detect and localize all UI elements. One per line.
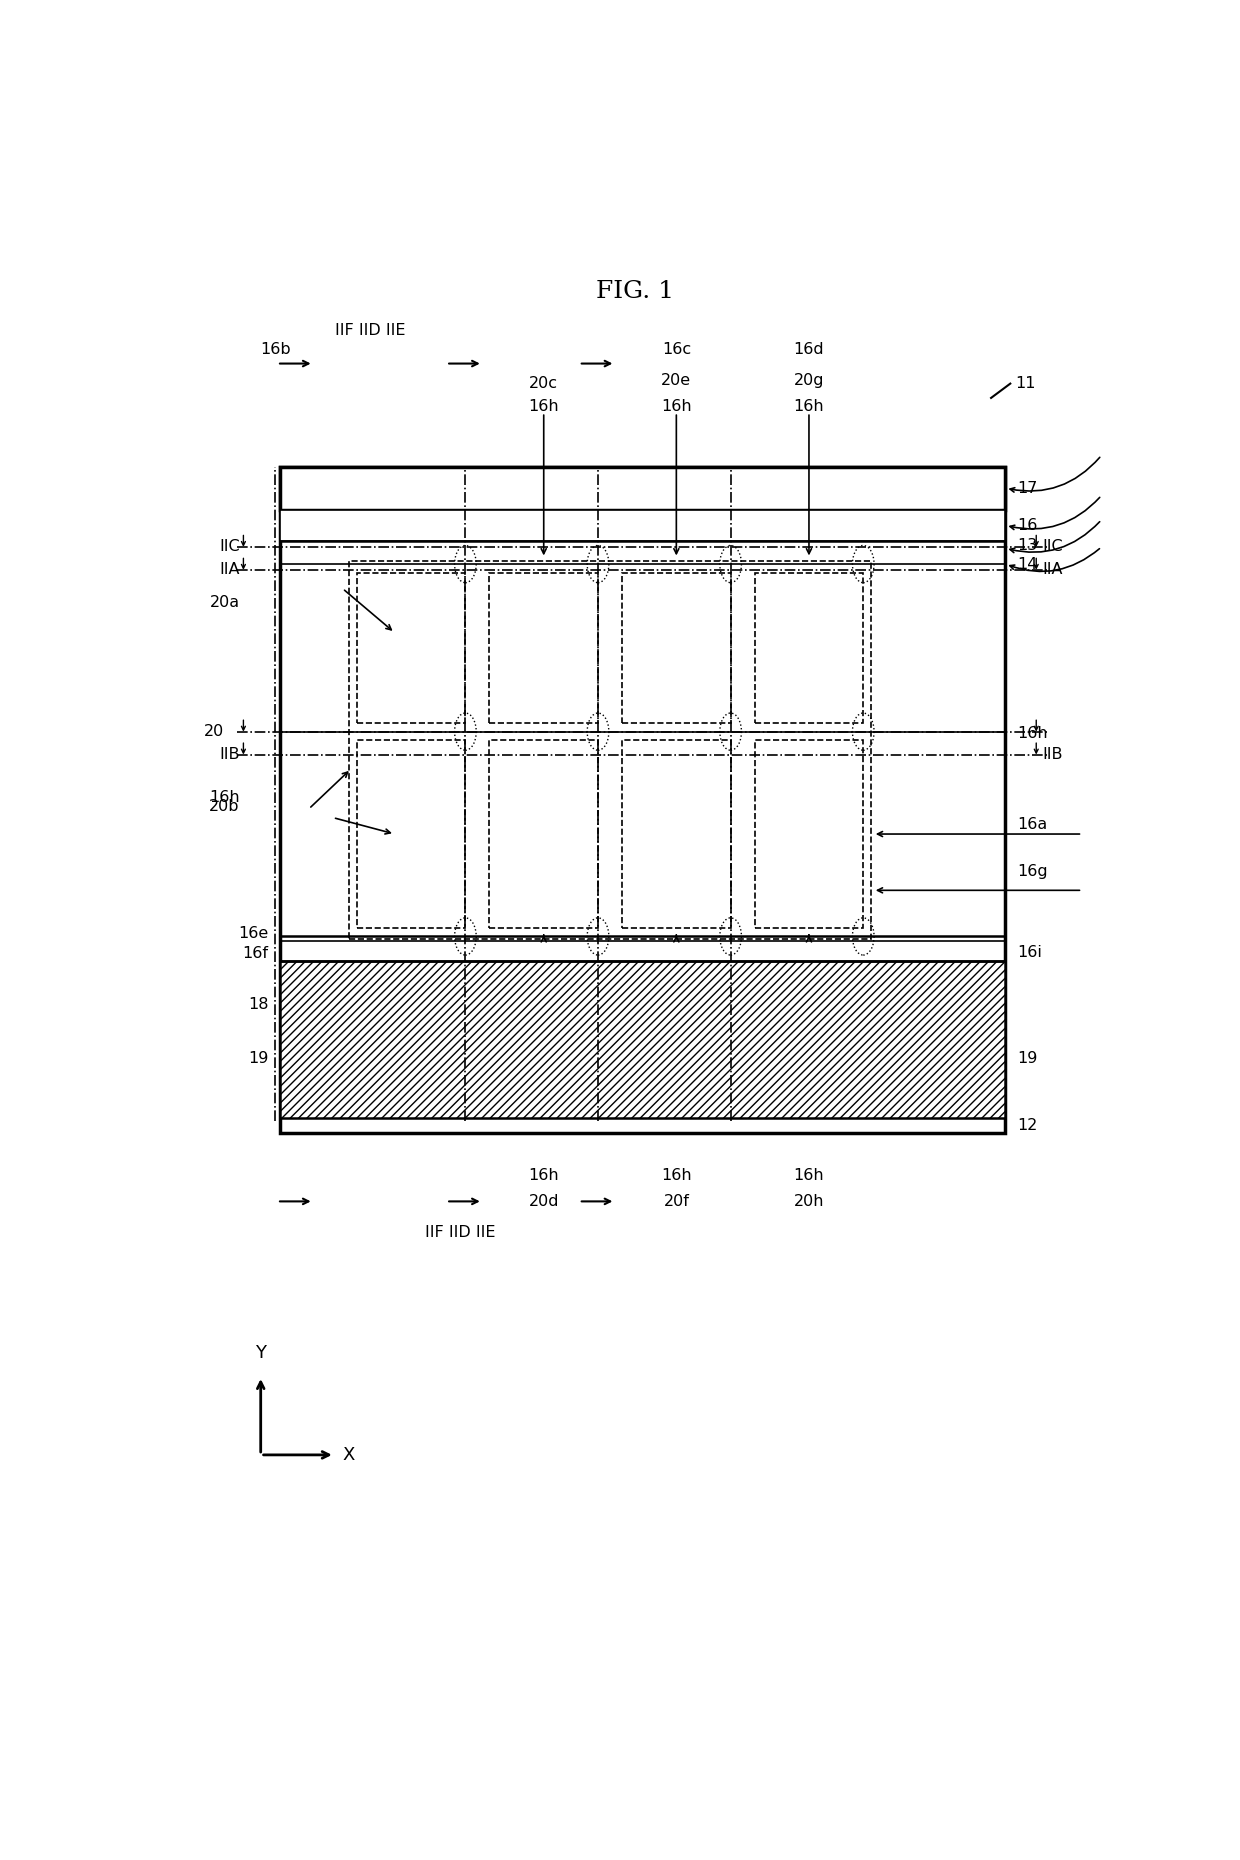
Text: IIC: IIC [219,539,239,554]
Text: 20e: 20e [661,374,692,389]
Text: 16h: 16h [1017,725,1048,740]
Bar [350,562,870,939]
Bar [490,740,598,928]
Text: 14: 14 [1017,556,1038,571]
Bar [280,962,1006,1118]
Text: FIG. 1: FIG. 1 [596,281,675,303]
Text: 20f: 20f [663,1194,689,1209]
Bar [280,510,1006,541]
Text: IIA: IIA [1042,562,1063,577]
Bar [622,740,730,928]
Text: 16h: 16h [661,400,692,415]
Text: 16h: 16h [210,790,239,805]
Text: 16e: 16e [238,926,268,941]
Bar [755,573,863,724]
Text: 20: 20 [203,724,224,738]
Text: 16b: 16b [260,342,290,357]
Bar [357,740,465,928]
Text: 20d: 20d [528,1194,559,1209]
Text: Y: Y [255,1343,267,1362]
Text: 20g: 20g [794,374,825,389]
Text: 16h: 16h [528,400,559,415]
Text: 16h: 16h [794,400,825,415]
Text: 13: 13 [1017,538,1038,552]
Text: 16h: 16h [661,1168,692,1183]
Text: 16c: 16c [662,342,691,357]
Text: 16d: 16d [794,342,825,357]
Bar [280,467,1006,1133]
Bar [755,740,863,928]
Text: 11: 11 [1016,376,1035,391]
Text: IIC: IIC [1042,539,1063,554]
Text: 20b: 20b [210,798,239,813]
Text: 16i: 16i [1017,945,1042,960]
Bar [280,541,1006,936]
Text: 19: 19 [248,1051,268,1066]
Text: 12: 12 [1017,1118,1038,1133]
Bar [280,467,1006,510]
Text: 20a: 20a [210,595,239,610]
Bar [357,573,465,724]
Text: 16h: 16h [528,1168,559,1183]
Text: 20c: 20c [529,376,558,391]
Text: IIB: IIB [1042,748,1063,763]
Text: 16: 16 [1017,517,1038,534]
Text: 20h: 20h [794,1194,825,1209]
Text: IIF IID IIE: IIF IID IIE [335,324,405,339]
Bar [622,573,730,724]
Text: 18: 18 [248,997,268,1012]
Text: IIB: IIB [219,748,239,763]
Text: X: X [342,1445,355,1464]
Text: 17: 17 [1017,480,1038,495]
Text: IIF IID IIE: IIF IID IIE [425,1226,496,1241]
Text: 19: 19 [1017,1051,1038,1066]
Text: 16h: 16h [794,1168,825,1183]
Text: IIA: IIA [219,562,239,577]
Text: 16g: 16g [1017,865,1048,880]
Bar [490,573,598,724]
Text: 16f: 16f [242,947,268,962]
Text: 16a: 16a [1017,817,1048,831]
